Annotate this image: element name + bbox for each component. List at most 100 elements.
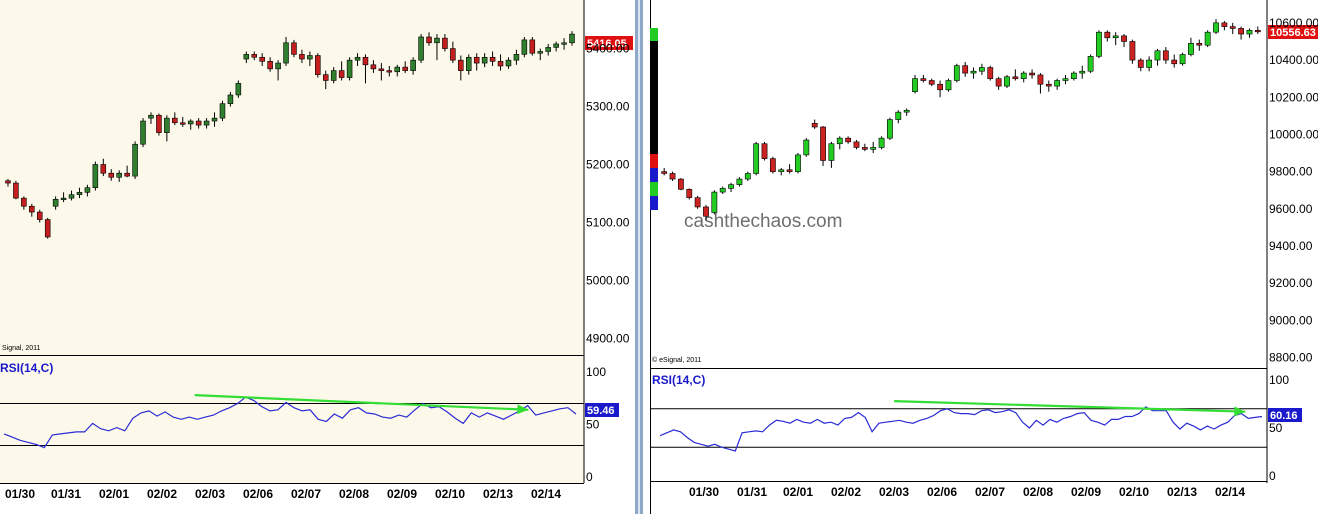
right-price-tick-label: 9600.00 <box>1269 202 1313 216</box>
left-candle-body <box>426 36 432 44</box>
left-candle-body <box>450 48 456 61</box>
right-date-label: 02/03 <box>879 485 909 499</box>
right-candle-body <box>728 184 734 189</box>
left-rsi-tag-text: 59.46 <box>587 405 615 417</box>
right-price-tick-label: 10200.00 <box>1269 90 1318 104</box>
right-candle-body <box>1012 76 1019 79</box>
right-candle-body <box>1179 54 1186 65</box>
left-candle-body <box>434 37 440 44</box>
left-copyright: Signal, 2011 <box>2 345 41 352</box>
right-candle-body <box>1112 35 1119 39</box>
right-date-label: 01/31 <box>737 485 767 499</box>
left-date-label: 02/13 <box>483 487 513 501</box>
right-candle-body <box>669 173 676 180</box>
left-candle-body <box>156 114 162 133</box>
right-candle-body <box>953 65 960 81</box>
right-candle-body <box>979 67 985 72</box>
right-price-tag-text: 10556.63 <box>1270 27 1316 39</box>
right-candle-body <box>736 178 743 185</box>
right-rsi-tag-text: 60.16 <box>1270 410 1298 422</box>
right-candle-body <box>1062 78 1069 81</box>
right-candle-body <box>1246 30 1253 35</box>
left-candle-body <box>275 62 281 70</box>
right-candle-body <box>719 188 726 193</box>
left-candle-body <box>481 56 488 64</box>
right-candle-body <box>836 137 843 145</box>
right-date-label: 01/30 <box>689 485 719 499</box>
right-rsi-trend-arrow <box>894 400 1246 413</box>
right-price-tick-label: 9400.00 <box>1269 239 1313 253</box>
left-candle-body <box>402 66 408 71</box>
left-candle-body <box>521 39 528 55</box>
right-candle-body <box>703 206 709 217</box>
right-rsi-pane-bg <box>650 368 1267 481</box>
right-candle-body <box>937 83 943 91</box>
right-candle-body <box>895 111 902 120</box>
watermark: cashthechaos.com <box>684 211 842 232</box>
left-date-label: 02/06 <box>243 487 273 501</box>
right-candle-body <box>811 122 818 128</box>
left-candle-body <box>410 59 416 71</box>
right-candle-body <box>1188 43 1194 55</box>
right-rsi-tag <box>1268 408 1302 422</box>
right-candle-body <box>1121 35 1127 42</box>
right-candle-body <box>1037 74 1044 85</box>
right-price-tick-label: 9800.00 <box>1269 165 1313 179</box>
right-candle-body <box>1045 83 1052 87</box>
left-candle-body <box>378 68 385 71</box>
right-candle-body <box>1238 28 1244 35</box>
right-candle-body <box>845 137 852 143</box>
right-date-label: 02/14 <box>1215 485 1245 499</box>
left-candle-body <box>76 192 83 195</box>
left-rsi-tag <box>585 403 619 417</box>
left-candle-body <box>13 182 19 199</box>
right-rsi-tick-label: 0 <box>1269 469 1276 483</box>
left-candle-body <box>307 55 313 60</box>
right-price-tick-label: 9200.00 <box>1269 276 1313 290</box>
left-price-tick-label: 4900.00 <box>586 331 630 345</box>
left-date-label: 02/09 <box>387 487 417 501</box>
left-date-label: 02/08 <box>339 487 369 501</box>
right-candle-body <box>995 78 1002 87</box>
left-candle-body <box>29 205 35 213</box>
left-candle-body <box>259 56 265 62</box>
right-candle-body <box>1171 59 1178 65</box>
left-date-label: 02/14 <box>531 487 561 501</box>
right-date-label: 02/02 <box>831 485 861 499</box>
right-candle-body <box>903 109 910 113</box>
left-candle-body <box>513 54 520 61</box>
left-candle-body <box>545 47 551 52</box>
right-candle-body <box>778 169 785 172</box>
right-candle-body <box>1079 70 1086 74</box>
left-candle-body <box>291 42 297 55</box>
left-candle-body <box>203 120 210 126</box>
strip-green-top <box>650 28 658 41</box>
right-price-tag <box>1268 25 1318 39</box>
right-candle-body <box>861 147 868 150</box>
right-price-tick-label: 10400.00 <box>1269 53 1318 67</box>
left-candle-body <box>195 120 202 126</box>
left-candle-body <box>315 55 321 75</box>
left-candle-body <box>370 64 377 70</box>
left-candle-body <box>569 33 575 44</box>
strip-black <box>650 41 658 154</box>
left-candle-body <box>386 70 393 73</box>
right-date-label: 02/06 <box>927 485 957 499</box>
right-candle-body <box>1087 56 1094 72</box>
left-candle-body <box>354 56 361 61</box>
left-candle-body <box>394 66 401 73</box>
right-candle-body <box>987 67 994 79</box>
right-date-label: 02/13 <box>1167 485 1197 499</box>
left-candle-body <box>529 39 536 54</box>
left-candle-body <box>219 103 226 119</box>
right-candle-body <box>786 169 793 172</box>
left-rsi-tick-label: 100 <box>586 365 606 379</box>
left-date-label: 02/01 <box>99 487 129 501</box>
left-candle-body <box>267 61 273 70</box>
left-date-label: 01/31 <box>51 487 81 501</box>
left-candle-body <box>36 211 43 220</box>
left-candle-body <box>553 43 559 48</box>
right-candle-body <box>1204 31 1211 46</box>
right-candle-body <box>828 143 835 161</box>
right-date-label: 02/01 <box>783 485 813 499</box>
